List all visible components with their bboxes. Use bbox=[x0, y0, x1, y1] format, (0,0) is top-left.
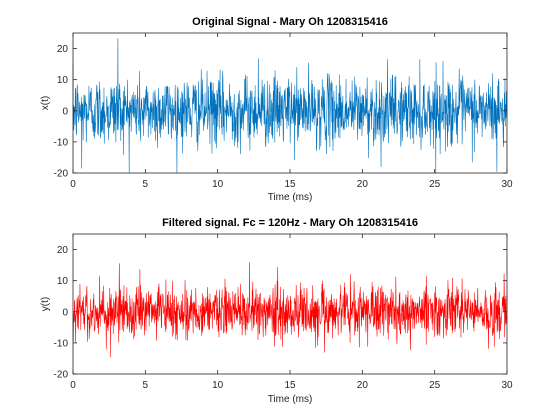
x-tick-label: 15 bbox=[284, 380, 296, 391]
y-tick-label: 0 bbox=[62, 307, 68, 318]
y-tick-label: 20 bbox=[57, 245, 69, 256]
series-layer bbox=[72, 38, 508, 174]
series-line bbox=[72, 262, 508, 358]
x-tick-label: 20 bbox=[357, 179, 369, 190]
plot-filtered-signal: Filtered signal. Fc = 120Hz - Mary Oh 12… bbox=[40, 217, 513, 405]
y-tick-label: 20 bbox=[57, 44, 69, 55]
x-tick-label: 25 bbox=[429, 380, 441, 391]
y-tick-label: -10 bbox=[54, 137, 69, 148]
x-axis-label: Time (ms) bbox=[268, 192, 313, 203]
y-axis-label: y(t) bbox=[40, 297, 51, 311]
series-layer bbox=[72, 262, 508, 358]
x-tick-label: 20 bbox=[357, 380, 369, 391]
tick-layer: 0 5 10 15 20 25 30 -20 -10 0 10 20 bbox=[54, 234, 513, 391]
x-tick-label: 25 bbox=[429, 179, 441, 190]
y-tick-label: 10 bbox=[57, 75, 69, 86]
x-tick-label: 10 bbox=[212, 380, 224, 391]
x-tick-label: 30 bbox=[501, 179, 513, 190]
chart-title: Original Signal - Mary Oh 1208315416 bbox=[192, 16, 388, 28]
y-tick-label: 10 bbox=[57, 276, 69, 287]
x-tick-label: 15 bbox=[284, 179, 296, 190]
chart-title: Filtered signal. Fc = 120Hz - Mary Oh 12… bbox=[162, 217, 418, 229]
x-axis-label: Time (ms) bbox=[268, 394, 313, 405]
y-tick-label: 0 bbox=[62, 106, 68, 117]
y-tick-label: -20 bbox=[54, 370, 69, 381]
x-tick-label: 0 bbox=[70, 380, 76, 391]
tick-layer: 0 5 10 15 20 25 30 -20 -10 0 10 20 bbox=[54, 33, 513, 190]
y-tick-label: -10 bbox=[54, 338, 69, 349]
series-line bbox=[72, 38, 508, 174]
plot-original-signal: Original Signal - Mary Oh 1208315416 0 5 1… bbox=[40, 16, 513, 203]
x-tick-label: 0 bbox=[70, 179, 76, 190]
x-tick-label: 5 bbox=[143, 179, 149, 190]
x-tick-label: 5 bbox=[143, 380, 149, 391]
y-tick-label: -20 bbox=[54, 169, 69, 180]
x-tick-label: 30 bbox=[501, 380, 513, 391]
y-axis-label: x(t) bbox=[40, 96, 51, 110]
x-tick-label: 10 bbox=[212, 179, 224, 190]
